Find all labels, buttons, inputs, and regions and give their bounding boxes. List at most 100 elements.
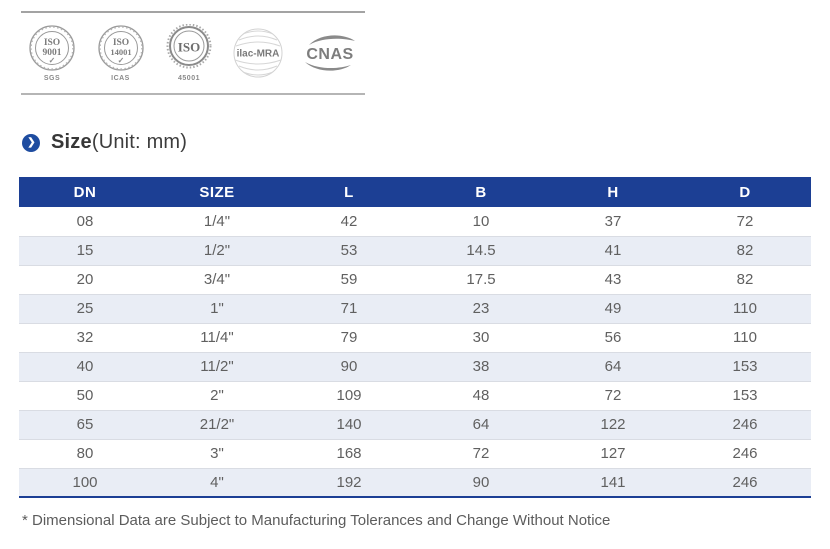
cell: 3/4": [151, 264, 283, 294]
footnote: * Dimensional Data are Subject to Manufa…: [22, 512, 611, 529]
cell: 110: [679, 322, 811, 352]
svg-text:CNAS: CNAS: [306, 46, 353, 63]
svg-text:9001: 9001: [43, 48, 62, 58]
table-row: 15 1/2" 53 14.5 41 82: [19, 235, 811, 265]
cell: 82: [679, 264, 811, 294]
cell: 122: [547, 409, 679, 439]
cell: 127: [547, 438, 679, 468]
cell: 08: [76, 212, 94, 230]
iso-45001-sub-label: 45001: [178, 75, 200, 82]
cell: 90: [415, 467, 547, 498]
table-head: DN SIZE L B H D: [19, 177, 811, 207]
cnas-logo-icon: CNAS: [299, 32, 361, 74]
table-row: 40 11/2" 90 38 64 153: [19, 351, 811, 381]
cell: 110: [679, 293, 811, 323]
svg-text:ISO: ISO: [178, 40, 200, 55]
certification-band: ISO 9001 ✓ SGS ISO 14001 ✓ ICAS ISO: [21, 11, 365, 95]
svg-text:ilac-MRA: ilac-MRA: [236, 49, 279, 60]
column-header: D: [679, 177, 811, 207]
svg-text:✓: ✓: [49, 56, 56, 65]
cell: 1": [151, 293, 283, 323]
table-header-row: DN SIZE L B H D: [19, 177, 811, 207]
table-body: 08 1/4" 42 10 37 72 15 1/2" 53 14.5 41 82 20 3/4" 59 17…: [19, 207, 811, 498]
table-row: 50 2" 109 48 72 153: [19, 380, 811, 410]
cell: 80: [19, 438, 151, 468]
ilac-mra-logo-icon: ilac-MRA: [231, 26, 285, 80]
cell: 48: [415, 380, 547, 410]
cell: 42: [340, 212, 358, 230]
section-title: Size(Unit: mm): [51, 131, 187, 154]
iso-14001-sub-label: ICAS: [111, 75, 130, 82]
cell: 153: [679, 380, 811, 410]
column-header: B: [415, 177, 547, 207]
section-title-bold: Size: [51, 131, 92, 153]
cell: 40: [19, 351, 151, 381]
section-title-unit: (Unit: mm): [91, 131, 188, 153]
cell: 41: [547, 235, 679, 265]
table-row: 80 3" 168 72 127 246: [19, 438, 811, 468]
table-row: 25 1" 71 23 49 110: [19, 293, 811, 323]
cell: 72: [415, 438, 547, 468]
cell: 25: [19, 293, 151, 323]
size-section-heading: ❯ Size(Unit: mm): [22, 131, 187, 154]
cell: 71: [283, 293, 415, 323]
table-row: 65 21/2" 140 64 122 246: [19, 409, 811, 439]
cell: 79: [283, 322, 415, 352]
cell: 109: [283, 380, 415, 410]
cell: 153: [679, 351, 811, 381]
cell: 23: [415, 293, 547, 323]
cell: 246: [679, 438, 811, 468]
svg-text:14001: 14001: [110, 47, 131, 57]
cell: 72: [547, 380, 679, 410]
cell: 72: [736, 212, 754, 230]
cell: 192: [283, 467, 415, 498]
cell: 56: [547, 322, 679, 352]
table-row: 32 11/4" 79 30 56 110: [19, 322, 811, 352]
svg-text:ISO: ISO: [44, 38, 60, 48]
cell: 4": [151, 467, 283, 498]
cell: 140: [283, 409, 415, 439]
cell: 1/4": [203, 212, 231, 230]
iso-45001-logo-icon: ISO 45001: [162, 24, 216, 82]
cell: 64: [415, 409, 547, 439]
cell: 38: [415, 351, 547, 381]
cell: 32: [19, 322, 151, 352]
column-header: H: [547, 177, 679, 207]
cell: 1/2": [151, 235, 283, 265]
cell: 3": [151, 438, 283, 468]
table-row: 100 4" 192 90 141 246: [19, 467, 811, 498]
iso-9001-sub-label: SGS: [43, 75, 61, 82]
cell: 50: [19, 380, 151, 410]
iso-14001-logo-icon: ISO 14001 ✓ ICAS: [94, 24, 148, 82]
column-header: L: [283, 177, 415, 207]
cell: 246: [679, 467, 811, 498]
cell: 141: [547, 467, 679, 498]
iso-9001-logo-icon: ISO 9001 ✓ SGS: [25, 24, 79, 82]
cell: 17.5: [415, 264, 547, 294]
cell: 10: [472, 212, 490, 230]
cell: 2": [151, 380, 283, 410]
cell: 11/2": [151, 351, 283, 381]
svg-text:✓: ✓: [117, 56, 124, 65]
cell: 30: [415, 322, 547, 352]
cell: 21/2": [151, 409, 283, 439]
cell: 65: [19, 409, 151, 439]
cell: 53: [283, 235, 415, 265]
cell: 59: [283, 264, 415, 294]
svg-text:ISO: ISO: [112, 38, 128, 48]
chevron-right-bullet-icon: ❯: [22, 133, 40, 152]
table-row: 08 1/4" 42 10 37 72: [19, 207, 811, 236]
cell: 82: [679, 235, 811, 265]
size-table: DN SIZE L B H D 08 1/4" 42 10 37 72 15 1/2" 53 14.5 41 8…: [19, 177, 811, 498]
cell: 14.5: [415, 235, 547, 265]
cell: 168: [283, 438, 415, 468]
cell: 20: [19, 264, 151, 294]
cell: 11/4": [151, 322, 283, 352]
cell: 246: [679, 409, 811, 439]
cell: 37: [604, 212, 622, 230]
column-header: DN: [19, 177, 151, 207]
table-row: 20 3/4" 59 17.5 43 82: [19, 264, 811, 294]
cell: 43: [547, 264, 679, 294]
cell: 64: [547, 351, 679, 381]
